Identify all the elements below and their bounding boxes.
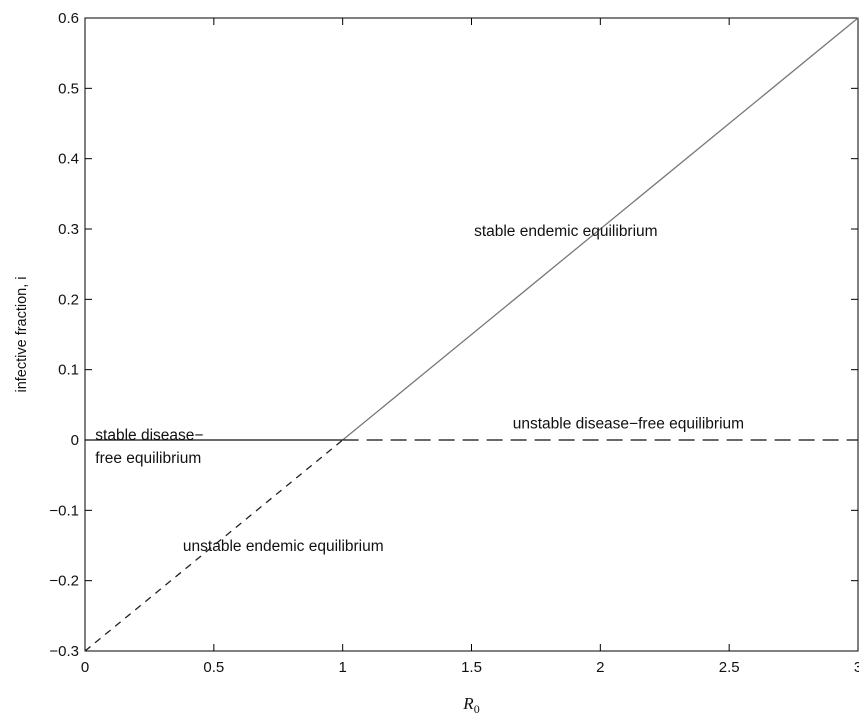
y-tick-label: 0.2 (58, 291, 79, 308)
x-tick-label: 1.5 (461, 659, 482, 676)
y-tick-label: 0.1 (58, 362, 79, 379)
y-tick-label: −0.1 (49, 502, 79, 519)
annotations: stable endemic equilibrium unstable disea… (95, 223, 744, 555)
y-tick-label: 0.4 (58, 151, 79, 168)
series-layer (84, 17, 859, 652)
series-line-1 (342, 17, 859, 441)
x-tick-label: 1 (338, 659, 346, 676)
x-tick-label: 3 (854, 659, 859, 676)
y-tick-label: 0 (71, 432, 79, 449)
annotation-line: unstable endemic equilibrium (183, 538, 384, 555)
annotation-line: stable endemic equilibrium (474, 223, 658, 240)
x-axis-label-subscript: 0 (474, 702, 480, 716)
annotation-4: unstable endemic equilibrium (183, 538, 384, 555)
x-axis-label-main: R (462, 694, 474, 713)
x-tick-label: 2 (596, 659, 604, 676)
series-line-2 (84, 439, 344, 652)
y-axis: −0.3 −0.2 −0.1 0 0.1 0.2 0.3 0.4 0.5 0.6 (49, 10, 858, 660)
x-axis-label: R0 (462, 694, 479, 716)
y-tick-label: 0.5 (58, 80, 79, 97)
y-tick-label: −0.2 (49, 573, 79, 590)
annotation-1: stable endemic equilibrium (474, 223, 658, 240)
x-axis: 0 0.5 1 1.5 2 2.5 3 (81, 18, 859, 676)
annotation-line: free equilibrium (95, 450, 201, 467)
x-tick-label: 2.5 (719, 659, 740, 676)
x-tick-label: 0 (81, 659, 89, 676)
annotation-line: stable disease− (95, 427, 203, 444)
y-tick-label: 0.3 (58, 221, 79, 238)
y-tick-label: −0.3 (49, 643, 79, 660)
annotation-2: unstable disease−free equilibrium (513, 416, 744, 433)
y-tick-label: 0.6 (58, 10, 79, 27)
annotation-3: stable disease− free equilibrium (95, 427, 203, 467)
y-axis-label: infective fraction, i (14, 276, 30, 392)
x-tick-label: 0.5 (203, 659, 224, 676)
annotation-line: unstable disease−free equilibrium (513, 416, 744, 433)
